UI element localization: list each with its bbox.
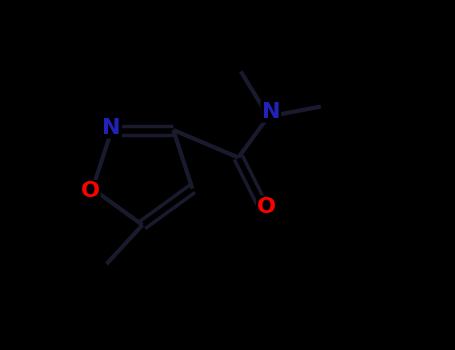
Text: O: O bbox=[258, 197, 276, 217]
Text: N: N bbox=[262, 102, 280, 121]
Text: O: O bbox=[81, 181, 100, 201]
Text: N: N bbox=[102, 118, 121, 138]
